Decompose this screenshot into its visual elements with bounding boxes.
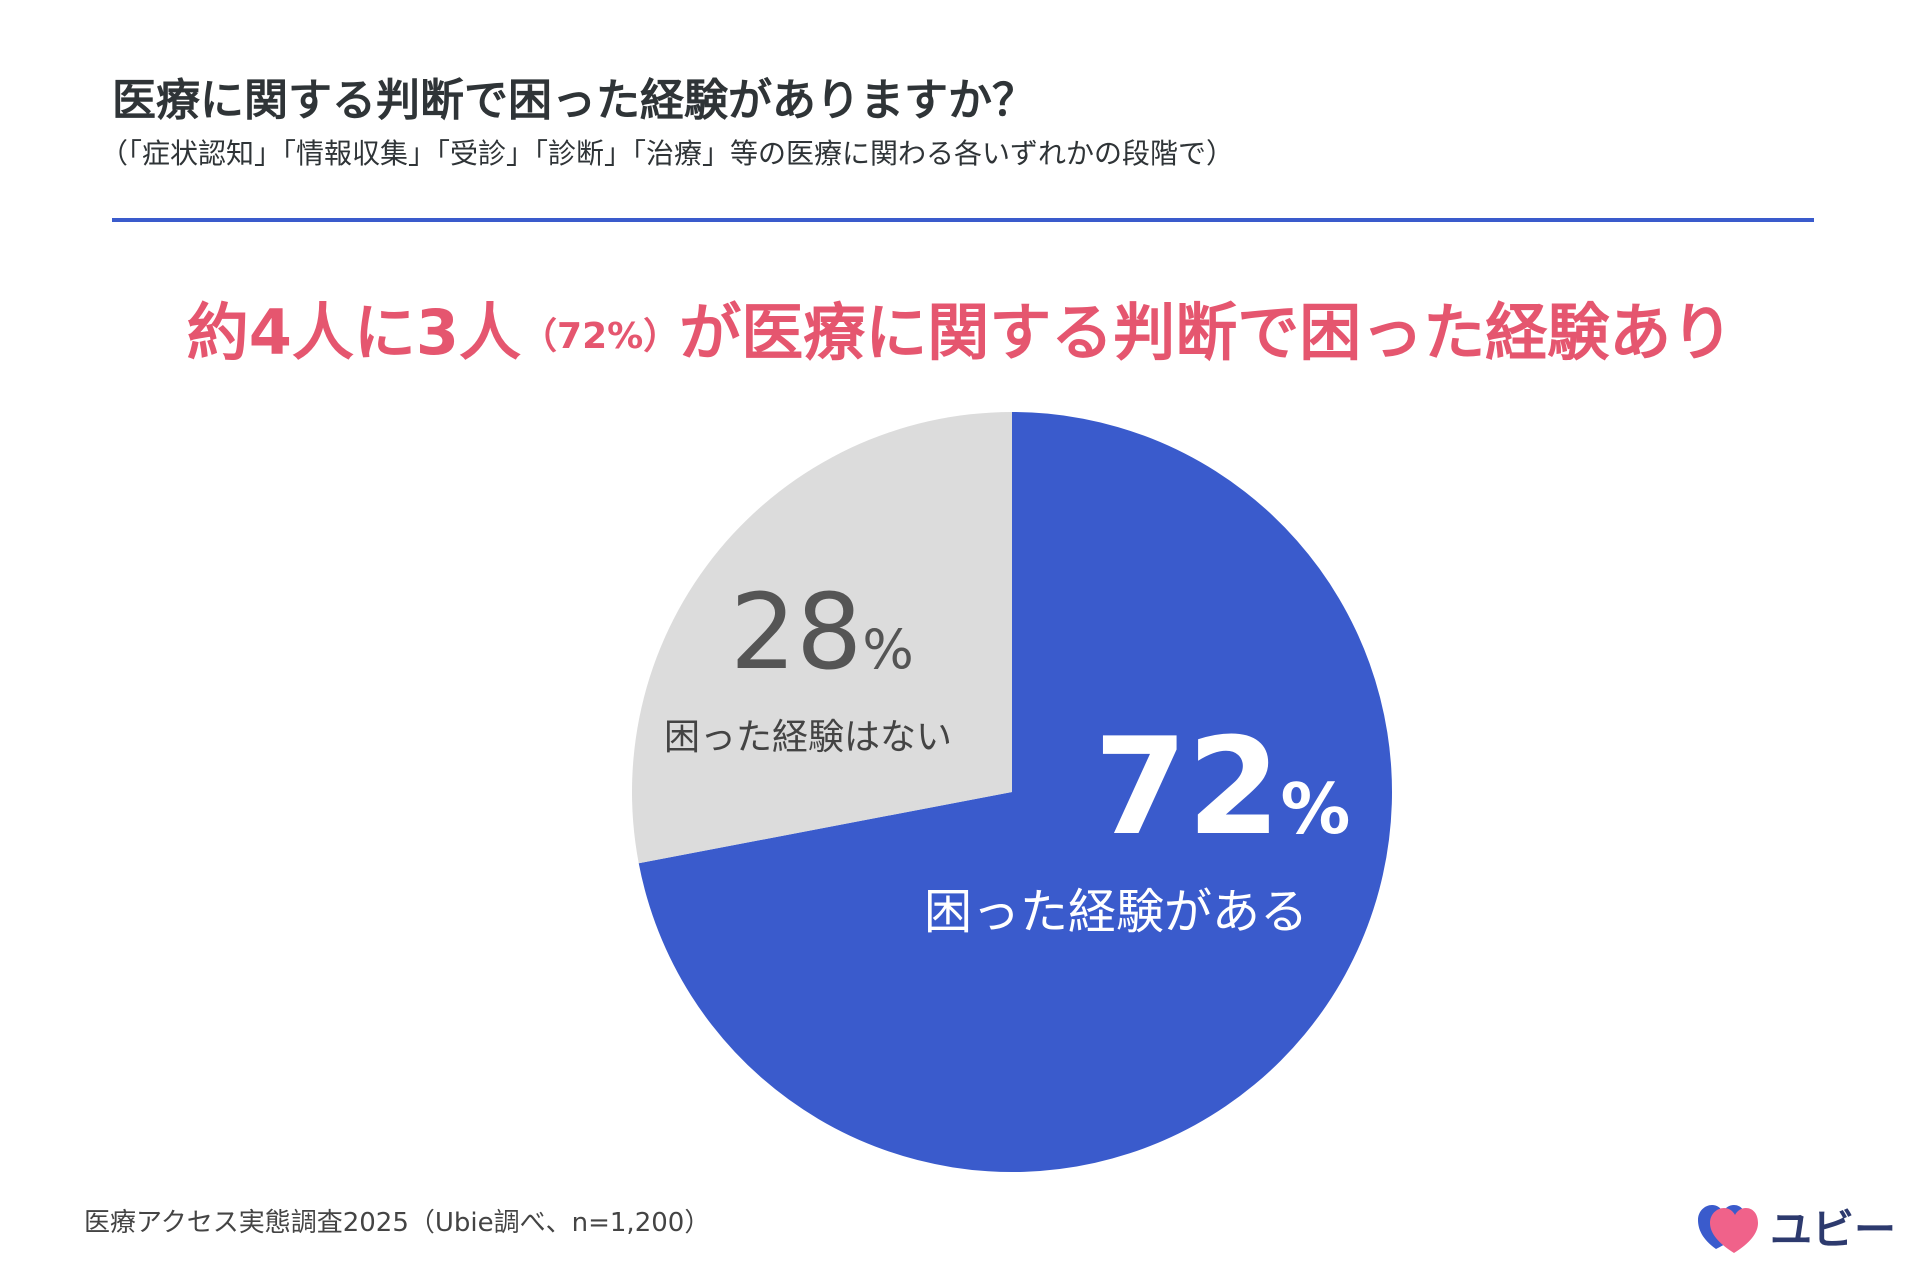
slice-no-percent-label: 28% <box>730 580 914 684</box>
slice-no-unit: % <box>862 618 914 681</box>
slice-no-value: 28 <box>730 571 863 693</box>
headline-main: 約4人に3人 <box>186 296 522 369</box>
ubie-logo: ユビー <box>1696 1196 1896 1257</box>
headline: 約4人に3人（72%）が医療に関する判断で困った経験あり <box>0 282 1920 372</box>
title-divider <box>112 218 1814 222</box>
slice-yes-label: 困った経験がある <box>924 884 1309 940</box>
pie-slice-yes <box>638 412 1393 1173</box>
slice-yes-unit: % <box>1280 769 1351 850</box>
headline-percent: （72%） <box>521 316 680 357</box>
slice-yes-percent-label: 72% <box>1094 720 1350 854</box>
slice-yes-value: 72 <box>1094 709 1281 865</box>
page-title: 医療に関する判断で困った経験がありますか？ <box>112 75 1036 126</box>
slice-no-label: 困った経験はない <box>664 717 953 758</box>
pie-slice-no <box>631 412 1012 864</box>
headline-rest: が医療に関する判断で困った経験あり <box>679 296 1734 369</box>
heart-logo-icon <box>1698 1204 1758 1253</box>
logo-text: ユビー <box>1770 1205 1897 1254</box>
page-subtitle: （「症状認知」「情報収集」「受診」「診断」「治療」等の医療に関わる各いずれかの段… <box>100 137 1235 170</box>
source-note: 医療アクセス実態調査2025（Ubie調べ、n=1,200） <box>84 1208 711 1238</box>
